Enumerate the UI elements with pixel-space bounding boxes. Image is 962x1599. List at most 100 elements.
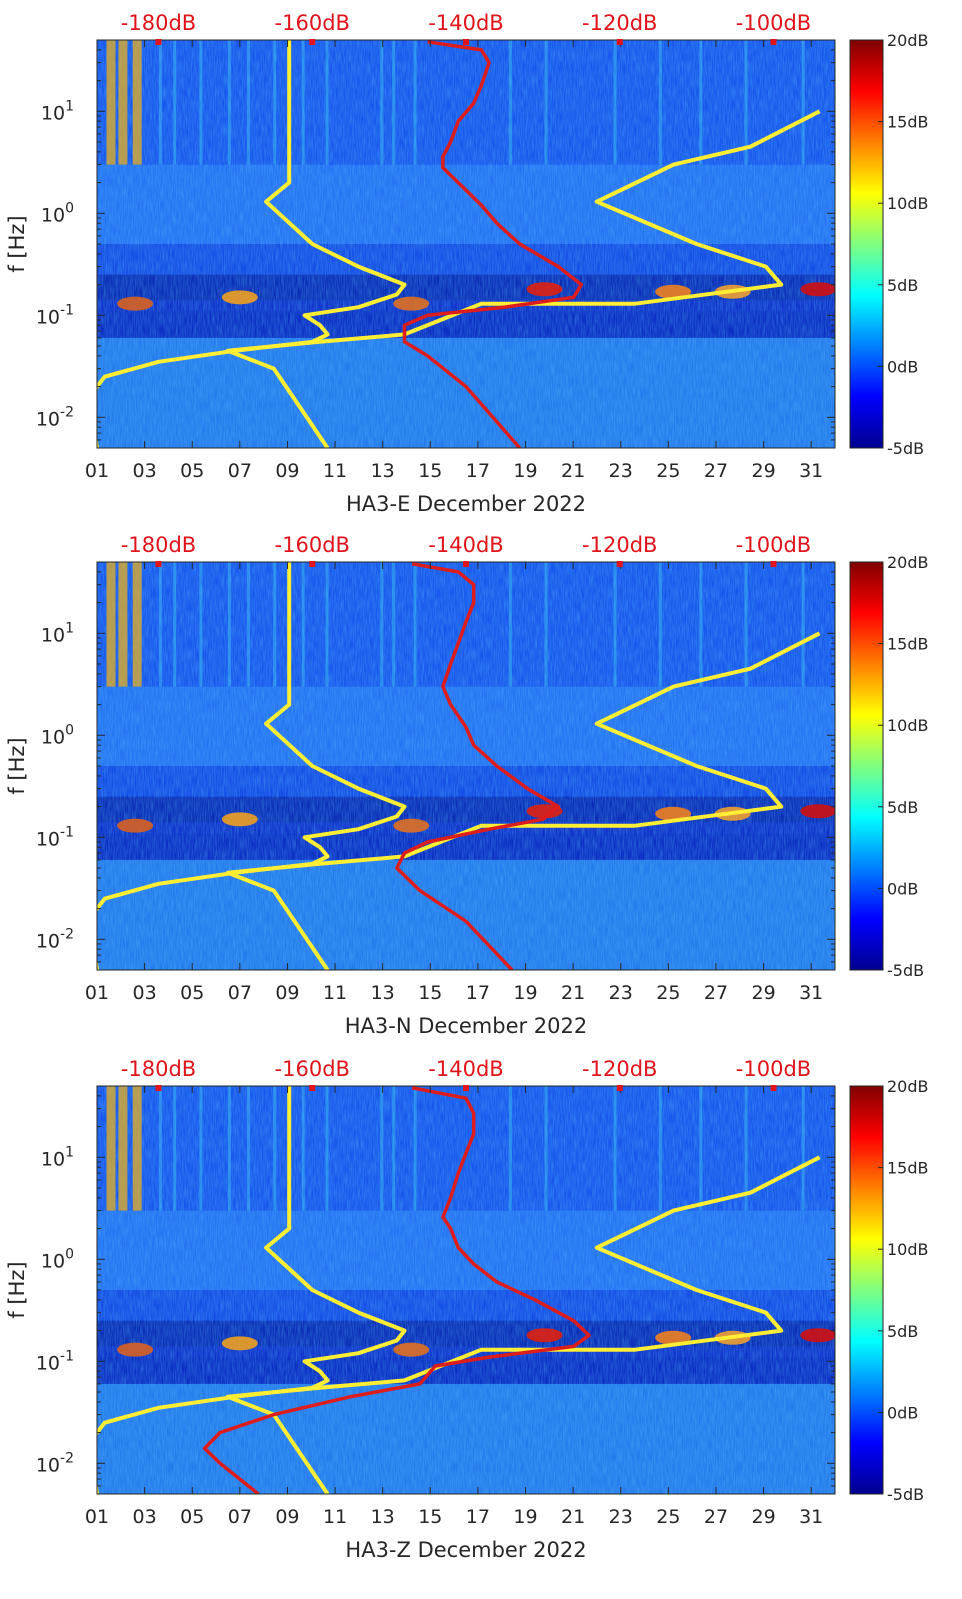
x-tick-label-27: 27 xyxy=(704,1506,728,1528)
spectrogram-panel-3: 01 03 05 07 09 11 13 15 17 19 21 23 25 27 29 31 10-2 10-1… xyxy=(5,1057,929,1562)
colorbar-label-2: 10dB xyxy=(887,194,929,213)
top-axis-label-2: -140dB xyxy=(428,533,503,557)
x-tick-label-13: 13 xyxy=(371,460,395,482)
colorbar-label-2: 10dB xyxy=(887,1240,929,1259)
top-axis-label-1: -160dB xyxy=(275,533,350,557)
colorbar-label-4: 0dB xyxy=(887,1403,918,1422)
x-tick-label-25: 25 xyxy=(656,982,680,1004)
y-tick-label-0: 10-2 xyxy=(36,926,74,952)
colorbar-label-4: 0dB xyxy=(887,357,918,376)
x-tick-label-19: 19 xyxy=(513,1506,537,1528)
x-tick-label-25: 25 xyxy=(656,460,680,482)
x-tick-label-11: 11 xyxy=(323,982,347,1004)
colorbar-gradient xyxy=(849,39,884,449)
colorbar-label-0: 20dB xyxy=(887,31,929,50)
y-tick-label-2: 100 xyxy=(41,200,74,226)
top-axis-label-0: -180dB xyxy=(121,11,196,35)
top-axis-marker xyxy=(463,39,469,45)
y-tick-label-3: 101 xyxy=(41,98,74,124)
top-axis-label-2: -140dB xyxy=(428,11,503,35)
colorbar-label-0: 20dB xyxy=(887,553,929,572)
x-tick-label-23: 23 xyxy=(609,982,633,1004)
colorbar-label-3: 5dB xyxy=(887,798,918,817)
top-axis-label-1: -160dB xyxy=(275,1057,350,1081)
x-tick-label-23: 23 xyxy=(609,460,633,482)
x-axis-title: HA3-N December 2022 xyxy=(345,1014,588,1038)
top-axis-marker xyxy=(770,39,777,45)
spectrogram-image xyxy=(97,562,835,970)
top-axis-marker xyxy=(309,1085,316,1091)
y-axis-title: f [Hz] xyxy=(5,1261,29,1318)
colorbar-label-4: 0dB xyxy=(887,879,918,898)
x-tick-label-15: 15 xyxy=(418,1506,442,1528)
y-axis-title: f [Hz] xyxy=(5,737,29,794)
top-axis-label-4: -100dB xyxy=(736,11,811,35)
top-axis-label-4: -100dB xyxy=(736,533,811,557)
x-tick-label-13: 13 xyxy=(371,982,395,1004)
x-tick-label-31: 31 xyxy=(799,460,823,482)
top-axis-label-4: -100dB xyxy=(736,1057,811,1081)
x-tick-label-05: 05 xyxy=(180,982,204,1004)
x-tick-label-29: 29 xyxy=(751,1506,775,1528)
x-tick-label-27: 27 xyxy=(704,982,728,1004)
x-tick-label-31: 31 xyxy=(799,982,823,1004)
top-axis-marker xyxy=(309,561,316,567)
top-axis-marker xyxy=(770,561,777,567)
x-tick-label-11: 11 xyxy=(323,1506,347,1528)
noise-curve xyxy=(402,40,584,448)
x-axis-title: HA3-Z December 2022 xyxy=(345,1538,586,1562)
x-tick-label-15: 15 xyxy=(418,460,442,482)
reference-curve-2 xyxy=(225,631,821,970)
x-tick-label-19: 19 xyxy=(513,460,537,482)
x-tick-label-03: 03 xyxy=(133,982,157,1004)
top-axis-label-3: -120dB xyxy=(582,533,657,557)
x-tick-label-07: 07 xyxy=(228,1506,252,1528)
y-tick-label-3: 101 xyxy=(41,620,74,646)
x-tick-label-17: 17 xyxy=(466,1506,490,1528)
colorbar-gradient xyxy=(849,1085,884,1495)
noise-curve xyxy=(202,1086,591,1494)
x-tick-label-25: 25 xyxy=(656,1506,680,1528)
top-axis-marker xyxy=(616,561,623,567)
spectrogram-panel-2: 01 03 05 07 09 11 13 15 17 19 21 23 25 27 29 31 10-2 10-1… xyxy=(5,533,929,1038)
top-axis-marker xyxy=(155,39,162,45)
colorbar-label-3: 5dB xyxy=(887,1322,918,1341)
x-tick-label-11: 11 xyxy=(323,460,347,482)
x-tick-label-13: 13 xyxy=(371,1506,395,1528)
x-tick-label-05: 05 xyxy=(180,460,204,482)
x-tick-label-09: 09 xyxy=(275,460,299,482)
x-tick-label-03: 03 xyxy=(133,1506,157,1528)
colorbar-label-3: 5dB xyxy=(887,276,918,295)
colorbar-gradient xyxy=(849,561,884,971)
y-tick-label-1: 10-1 xyxy=(36,824,74,850)
top-axis-marker xyxy=(770,1085,777,1091)
colorbar: 20dB 15dB 10dB 5dB 0dB -5dB xyxy=(849,553,929,980)
y-axis-title: f [Hz] xyxy=(5,215,29,272)
reference-curve-1 xyxy=(97,40,407,448)
top-axis-label-3: -120dB xyxy=(582,11,657,35)
x-tick-label-21: 21 xyxy=(561,460,585,482)
y-tick-label-0: 10-2 xyxy=(36,1450,74,1476)
top-axis-marker xyxy=(616,39,623,45)
spectrogram-panel-1: 01 03 05 07 09 11 13 15 17 19 21 23 25 27 29 31 10-2 10-1… xyxy=(5,11,929,516)
y-tick-label-3: 101 xyxy=(41,1144,74,1170)
x-tick-label-21: 21 xyxy=(561,982,585,1004)
x-tick-label-15: 15 xyxy=(418,982,442,1004)
colorbar-label-5: -5dB xyxy=(887,439,924,458)
reference-curve-2 xyxy=(225,109,821,448)
colorbar-label-1: 15dB xyxy=(887,113,929,132)
y-tick-label-0: 10-2 xyxy=(36,404,74,430)
x-tick-label-01: 01 xyxy=(85,982,109,1004)
top-axis-marker xyxy=(616,1085,623,1091)
x-tick-label-07: 07 xyxy=(228,982,252,1004)
colorbar-label-2: 10dB xyxy=(887,716,929,735)
top-axis-marker xyxy=(155,561,162,567)
colorbar-label-1: 15dB xyxy=(887,635,929,654)
top-axis-marker xyxy=(463,561,469,567)
x-tick-label-23: 23 xyxy=(609,1506,633,1528)
colorbar-label-0: 20dB xyxy=(887,1077,929,1096)
top-axis-marker xyxy=(155,1085,162,1091)
y-tick-label-2: 100 xyxy=(41,722,74,748)
